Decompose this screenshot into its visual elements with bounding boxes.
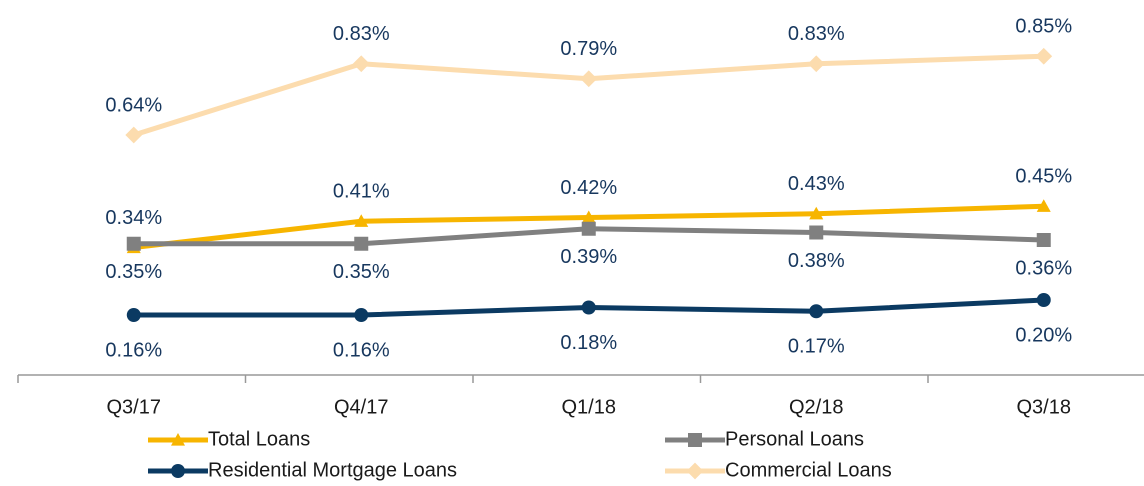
marker (354, 236, 369, 251)
data-label: 0.41% (333, 181, 390, 203)
x-tick-label: Q2/18 (789, 396, 843, 418)
marker (1035, 47, 1053, 65)
data-label: 0.83% (333, 23, 390, 45)
marker (1036, 233, 1051, 247)
data-label: 0.38% (788, 250, 845, 272)
data-label: 0.85% (1015, 16, 1072, 38)
marker (352, 55, 370, 73)
data-label: 0.35% (333, 261, 390, 283)
marker (807, 55, 825, 73)
data-label: 0.18% (560, 332, 617, 354)
marker (1036, 293, 1051, 307)
data-label: 0.83% (788, 23, 845, 45)
data-label: 0.45% (1015, 166, 1072, 188)
data-label: 0.16% (105, 339, 162, 361)
series-line (133, 53, 1044, 138)
marker (581, 210, 596, 224)
data-label: 0.79% (560, 38, 617, 60)
marker (809, 225, 824, 240)
legend-label: Commercial Loans (725, 459, 892, 481)
marker (686, 462, 704, 480)
legend-label: Residential Mortgage Loans (208, 459, 457, 481)
marker (581, 221, 596, 236)
x-tick-label: Q3/17 (107, 396, 161, 418)
marker (809, 304, 824, 319)
marker (809, 206, 824, 220)
data-label: 0.36% (1015, 257, 1072, 279)
legend-label: Personal Loans (725, 428, 864, 450)
marker (688, 433, 702, 447)
data-label: 0.16% (333, 339, 390, 361)
data-label: 0.64% (105, 94, 162, 116)
marker (580, 70, 598, 88)
x-tick-label: Q3/18 (1017, 396, 1071, 418)
marker (126, 308, 141, 322)
data-label: 0.34% (105, 207, 162, 229)
data-label: 0.17% (788, 336, 845, 358)
marker (354, 308, 369, 322)
marker (171, 464, 185, 478)
data-label: 0.39% (560, 246, 617, 268)
x-tick-label: Q1/18 (562, 396, 616, 418)
data-label: 0.35% (105, 261, 162, 283)
marker (171, 433, 185, 446)
legend-label: Total Loans (208, 428, 310, 450)
marker (354, 214, 369, 227)
x-tick-label: Q4/17 (334, 396, 388, 418)
data-label: 0.42% (560, 177, 617, 199)
marker (581, 300, 596, 315)
marker (126, 236, 141, 251)
data-label: 0.43% (788, 173, 845, 195)
marker (125, 126, 143, 144)
data-label: 0.20% (1015, 324, 1072, 346)
marker (1036, 199, 1051, 212)
